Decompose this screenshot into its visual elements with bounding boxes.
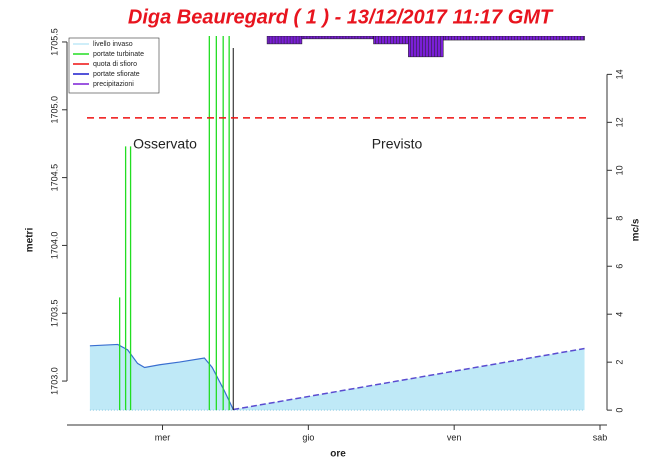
forecast-line <box>233 347 585 411</box>
plot-area <box>87 36 587 411</box>
y-tick-label: 1703.0 <box>49 367 59 395</box>
annotation: Osservato <box>133 136 197 152</box>
y-axis-label: metri <box>25 228 36 253</box>
legend-label: quota di sfioro <box>93 61 137 68</box>
x-tick-label: mer <box>155 432 171 442</box>
level-area <box>89 344 585 411</box>
y-tick-label: 1705.5 <box>49 28 59 56</box>
y2-axis-label: mc/s <box>631 218 642 241</box>
y-tick-label: 1703.5 <box>49 299 59 327</box>
chart-title: Diga Beauregard ( 1 ) - 13/12/2017 11:17… <box>128 6 554 28</box>
x-tick-label: gio <box>302 432 314 442</box>
y-tick-label: 1705.0 <box>49 96 59 124</box>
y-tick-label: 1704.0 <box>49 232 59 260</box>
annotation: Previsto <box>372 136 423 152</box>
y2-tick-label: 12 <box>614 117 624 127</box>
legend-label: livello invaso <box>93 41 133 48</box>
y2-tick-label: 4 <box>614 312 624 317</box>
y2-tick-label: 0 <box>614 408 624 413</box>
legend-label: portate turbinate <box>93 51 144 58</box>
x-axis-label: ore <box>330 449 346 460</box>
precip-bar <box>266 36 303 45</box>
x-tick-label: sab <box>593 432 608 442</box>
legend-label: precipitazioni <box>93 81 134 88</box>
legend-label: portate sfiorate <box>93 71 140 78</box>
y2-tick-label: 6 <box>614 264 624 269</box>
y2-tick-label: 8 <box>614 216 624 221</box>
y-tick-label: 1704.5 <box>49 164 59 192</box>
y2-tick-label: 14 <box>614 69 624 79</box>
precip-bar <box>301 36 374 40</box>
y2-tick-label: 2 <box>614 360 624 365</box>
x-tick-label: ven <box>447 432 462 442</box>
precip-bar <box>442 36 585 41</box>
y2-tick-label: 10 <box>614 165 624 175</box>
